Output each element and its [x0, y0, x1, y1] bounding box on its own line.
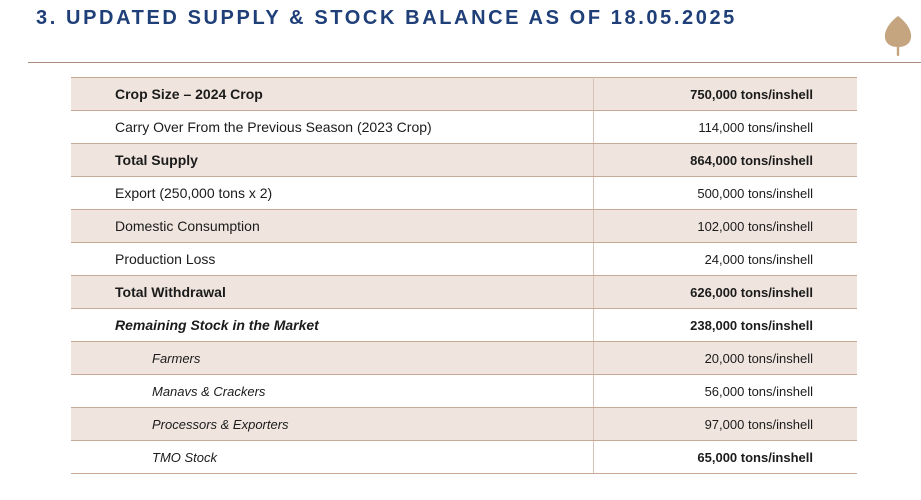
- row-value: 97,000 tons/inshell: [593, 407, 857, 441]
- table-row-tmo-stock: TMO Stock 65,000 tons/inshell: [71, 440, 857, 474]
- row-value: 114,000 tons/inshell: [593, 110, 857, 144]
- row-label: Domestic Consumption: [71, 209, 594, 243]
- hazelnut-leaf-icon: [884, 16, 912, 56]
- row-label: Total Withdrawal: [71, 275, 594, 309]
- row-value: 65,000 tons/inshell: [593, 440, 857, 474]
- row-value: 102,000 tons/inshell: [593, 209, 857, 243]
- table-row-production-loss: Production Loss 24,000 tons/inshell: [71, 242, 857, 276]
- table-row-manavs-crackers: Manavs & Crackers 56,000 tons/inshell: [71, 374, 857, 408]
- row-label: Processors & Exporters: [71, 407, 594, 441]
- row-value: 864,000 tons/inshell: [593, 143, 857, 177]
- row-label: Production Loss: [71, 242, 594, 276]
- row-label: Export (250,000 tons x 2): [71, 176, 594, 210]
- row-label: TMO Stock: [71, 440, 594, 474]
- table-row-total-withdrawal: Total Withdrawal 626,000 tons/inshell: [71, 275, 857, 309]
- header-divider: [28, 62, 921, 63]
- row-label: Manavs & Crackers: [71, 374, 594, 408]
- row-value: 750,000 tons/inshell: [593, 77, 857, 111]
- row-value: 20,000 tons/inshell: [593, 341, 857, 375]
- row-label: Farmers: [71, 341, 594, 375]
- row-value: 56,000 tons/inshell: [593, 374, 857, 408]
- table-row-processors-exporters: Processors & Exporters 97,000 tons/inshe…: [71, 407, 857, 441]
- row-value: 238,000 tons/inshell: [593, 308, 857, 342]
- table-row-export: Export (250,000 tons x 2) 500,000 tons/i…: [71, 176, 857, 210]
- row-label: Carry Over From the Previous Season (202…: [71, 110, 594, 144]
- table-row-crop-size: Crop Size – 2024 Crop 750,000 tons/inshe…: [71, 77, 857, 111]
- row-label: Total Supply: [71, 143, 594, 177]
- table-row-farmers: Farmers 20,000 tons/inshell: [71, 341, 857, 375]
- table-row-total-supply: Total Supply 864,000 tons/inshell: [71, 143, 857, 177]
- supply-balance-table: Crop Size – 2024 Crop 750,000 tons/inshe…: [71, 77, 857, 474]
- table-row-domestic-consumption: Domestic Consumption 102,000 tons/inshel…: [71, 209, 857, 243]
- page-title: 3. UPDATED SUPPLY & STOCK BALANCE AS OF …: [36, 7, 737, 29]
- row-value: 626,000 tons/inshell: [593, 275, 857, 309]
- row-value: 24,000 tons/inshell: [593, 242, 857, 276]
- row-value: 500,000 tons/inshell: [593, 176, 857, 210]
- row-label: Remaining Stock in the Market: [71, 308, 594, 342]
- table-row-carry-over: Carry Over From the Previous Season (202…: [71, 110, 857, 144]
- table-row-remaining-stock: Remaining Stock in the Market 238,000 to…: [71, 308, 857, 342]
- row-label: Crop Size – 2024 Crop: [71, 77, 594, 111]
